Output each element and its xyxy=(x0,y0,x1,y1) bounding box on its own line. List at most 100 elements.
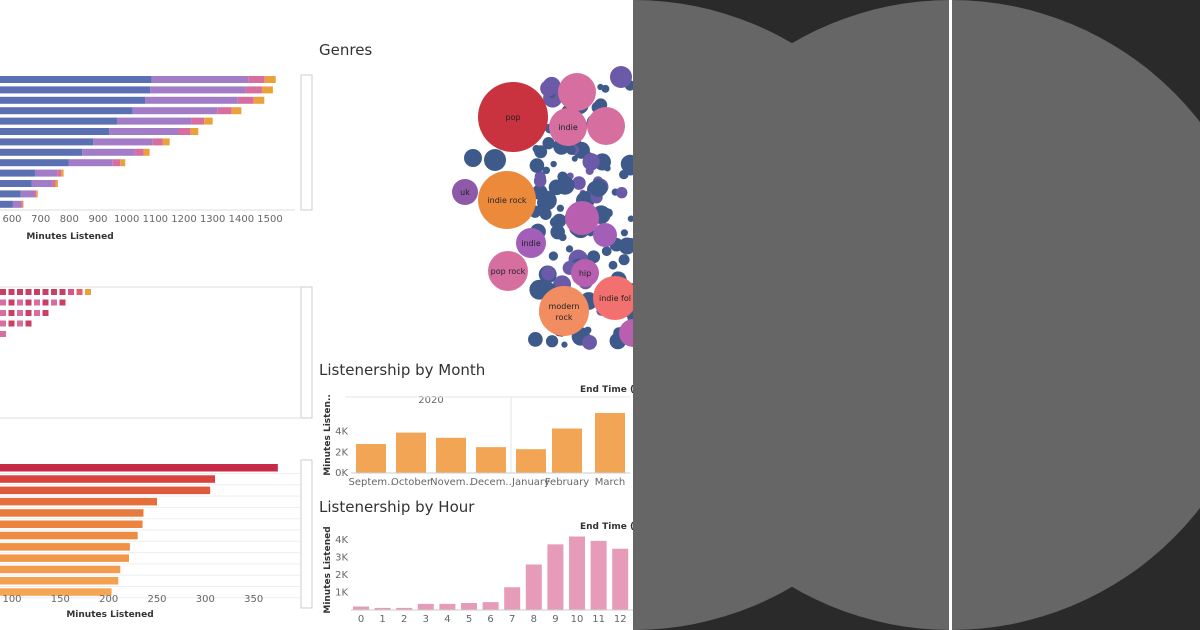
genre-bubble xyxy=(587,107,625,145)
bottom-x-axis-label: Minutes Listened xyxy=(66,610,153,620)
genre-bubble-small xyxy=(542,166,550,175)
genre-bubble-small xyxy=(565,245,574,253)
genre-bubble-small xyxy=(561,341,568,348)
genres-title: Genres xyxy=(319,41,373,59)
top-bar xyxy=(0,169,64,177)
square-mark xyxy=(17,299,23,306)
top-x-tick: 800 xyxy=(60,214,79,225)
top-bar xyxy=(0,138,170,146)
top-bar xyxy=(0,107,242,115)
hour-x-tick: 11 xyxy=(592,614,605,625)
genre-bubble-small xyxy=(566,145,576,155)
square-mark xyxy=(34,310,40,316)
genre-bubble-small xyxy=(584,326,592,334)
top-bar xyxy=(0,180,58,187)
genre-label: pop xyxy=(505,113,520,122)
genre-label: indie rock xyxy=(487,196,526,205)
genre-bubble-small xyxy=(620,229,629,237)
hour-x-tick: 10 xyxy=(571,614,584,625)
decorative-divider xyxy=(949,0,952,630)
month-x-tick: October xyxy=(391,477,432,488)
top-x-tick: 900 xyxy=(88,214,107,225)
hour-bar xyxy=(482,602,499,610)
genre-bubble-small xyxy=(539,208,552,221)
top-bar xyxy=(0,76,276,83)
hour-x-tick: 1 xyxy=(379,614,385,625)
square-mark xyxy=(0,331,6,337)
genre-label: indie xyxy=(558,123,578,132)
top-scrollbar[interactable] xyxy=(300,74,313,211)
top-bar xyxy=(0,148,150,156)
genre-bubble xyxy=(610,66,632,88)
hour-x-tick: 7 xyxy=(509,614,515,625)
bottom-bar xyxy=(0,475,216,483)
square-mark xyxy=(0,289,6,295)
genre-bubble-small xyxy=(589,179,608,197)
genre-label: indie fol xyxy=(599,294,631,303)
hour-bar xyxy=(590,540,607,610)
genre-bubble-small xyxy=(529,279,550,300)
middle-scrollbar[interactable] xyxy=(300,286,313,419)
hour-x-tick: 0 xyxy=(358,614,364,625)
genre-bubble xyxy=(593,223,617,247)
top-x-tick: 600 xyxy=(2,214,21,225)
square-mark xyxy=(51,299,57,306)
genre-bubble xyxy=(565,201,599,235)
top-bar xyxy=(0,128,199,135)
bottom-bar xyxy=(0,577,119,585)
hour-y-axis-label: Minutes Listened xyxy=(323,526,333,613)
square-mark xyxy=(0,299,6,306)
month-bar xyxy=(396,432,426,473)
bottom-x-tick: 200 xyxy=(99,594,118,605)
hour-x-tick: 5 xyxy=(466,614,472,625)
genre-bubble-small xyxy=(582,334,597,350)
month-title: Listenership by Month xyxy=(319,361,486,379)
month-year: 2020 xyxy=(418,395,443,406)
square-mark xyxy=(8,299,15,306)
genre-bubble-small xyxy=(541,266,556,281)
month-bar xyxy=(516,449,546,473)
month-bar xyxy=(595,412,625,473)
hour-bar xyxy=(547,544,564,610)
month-x-tick: January xyxy=(511,477,550,488)
hour-bar xyxy=(417,603,434,610)
top-stacked-bar-chart: 600 700 800 900 1000 1100 1200 1300 1400 1500 Min… xyxy=(0,74,313,242)
genre-bubble xyxy=(488,251,528,291)
hour-x-tick: 3 xyxy=(423,614,429,625)
genre-bubble-small xyxy=(555,176,575,195)
square-mark xyxy=(51,289,57,295)
top-x-tick: 1100 xyxy=(143,214,168,225)
genre-bubble xyxy=(593,276,633,320)
genre-bubble xyxy=(464,149,482,167)
hour-bar xyxy=(353,606,369,610)
square-mark xyxy=(68,289,74,295)
genre-label: uk xyxy=(460,188,470,197)
genre-bubble-small xyxy=(601,246,612,257)
bottom-bar xyxy=(0,543,130,551)
hour-bar xyxy=(374,607,391,610)
genre-bubble-small xyxy=(625,238,633,249)
genre-bubble-small xyxy=(620,154,633,174)
square-mark xyxy=(59,299,66,306)
genre-label: indie xyxy=(521,239,541,248)
genre-bubble-small xyxy=(608,260,618,270)
bottom-bar xyxy=(0,588,112,596)
month-x-tick: Septem.. xyxy=(348,477,393,488)
bottom-x-tick: 300 xyxy=(196,594,215,605)
month-y-tick: 2K xyxy=(335,447,348,458)
bottom-x-tick: 100 xyxy=(2,594,21,605)
bottom-bar xyxy=(0,565,121,574)
genre-bubble-small xyxy=(529,158,545,173)
genre-bubble-small xyxy=(540,80,557,97)
hour-bar xyxy=(612,548,629,610)
genre-bubble-small xyxy=(550,160,557,168)
month-x-tick: Novem.. xyxy=(430,477,472,488)
hour-x-tick: 8 xyxy=(531,614,537,625)
top-x-tick: 1200 xyxy=(171,214,196,225)
month-x-tick: February xyxy=(545,477,589,488)
hour-x-tick: 6 xyxy=(487,614,493,625)
genre-bubble-small xyxy=(627,215,633,223)
bottom-scrollbar[interactable] xyxy=(300,459,313,609)
genre-bubble xyxy=(571,259,599,287)
bottom-x-tick: 250 xyxy=(147,594,166,605)
